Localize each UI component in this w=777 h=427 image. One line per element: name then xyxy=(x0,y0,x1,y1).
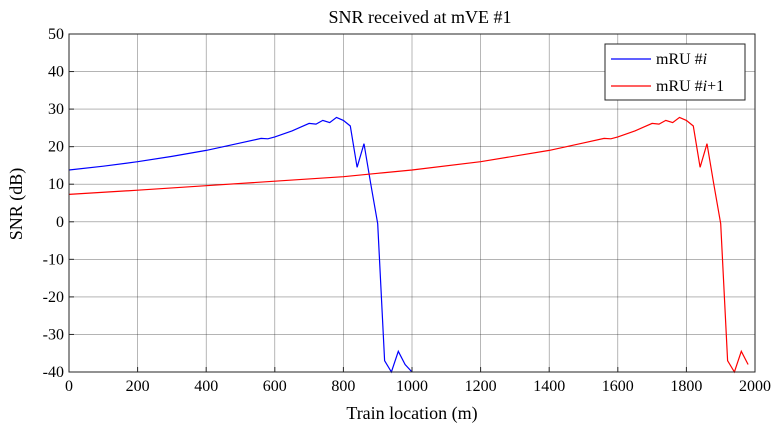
x-tick-label: 1000 xyxy=(396,378,428,395)
y-tick-label: -20 xyxy=(43,289,64,306)
x-tick-label: 1200 xyxy=(465,378,497,395)
legend-label-italic: i xyxy=(703,51,707,68)
legend-label-2: mRU #i+1 xyxy=(656,78,724,95)
y-tick-label: -40 xyxy=(43,364,64,381)
y-tick-label: -30 xyxy=(43,326,64,343)
y-tick-label: -10 xyxy=(43,251,64,268)
y-tick-label: 30 xyxy=(48,101,64,118)
series-layer xyxy=(68,116,749,374)
legend-label-prefix: mRU # xyxy=(656,51,703,68)
legend-label-1: mRU #i xyxy=(656,51,707,68)
x-tick-label: 800 xyxy=(331,378,355,395)
x-axis-label: Train location (m) xyxy=(346,403,477,424)
y-axis-label: SNR (dB) xyxy=(6,168,27,241)
y-tick-label: 50 xyxy=(48,26,64,43)
series-line-1 xyxy=(68,116,413,374)
y-tick-label: 10 xyxy=(48,176,64,193)
x-tick-label: 1800 xyxy=(670,378,702,395)
y-tick-label: 20 xyxy=(48,139,64,156)
chart-title: SNR received at mVE #1 xyxy=(329,7,512,27)
x-tick-label: 600 xyxy=(263,378,287,395)
x-tick-label: 200 xyxy=(126,378,150,395)
x-tick-label: 400 xyxy=(194,378,218,395)
legend-label-italic: i xyxy=(703,78,707,95)
x-tick-label: 0 xyxy=(65,378,73,395)
x-tick-label: 1400 xyxy=(533,378,565,395)
legend-box xyxy=(604,43,746,101)
series-line-2 xyxy=(68,116,749,374)
legend-label-suffix: +1 xyxy=(707,78,724,95)
x-tick-label: 1600 xyxy=(602,378,634,395)
x-tick-label: 2000 xyxy=(739,378,771,395)
y-tick-label: 40 xyxy=(48,64,64,81)
tick-layer: 0 200 400 600 800 1000 1200 1400 1600 1800 2000-40… xyxy=(43,26,771,395)
legend-label-prefix: mRU # xyxy=(656,78,703,95)
y-tick-label: 0 xyxy=(56,214,64,231)
